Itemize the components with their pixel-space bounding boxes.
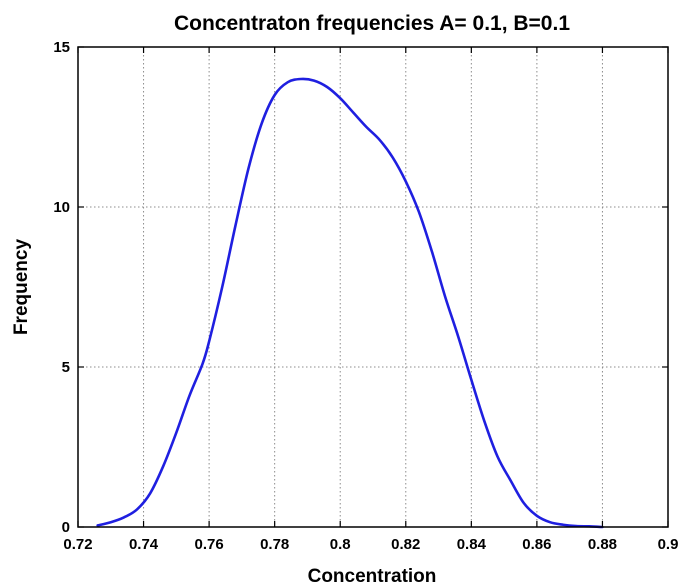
- x-tick-labels: 0.72 0.74 0.76 0.78 0.8 0.82 0.84 0.86 0.88 0.9: [63, 536, 678, 553]
- y-tick-label: 5: [62, 359, 70, 376]
- x-tick-label: 0.84: [457, 536, 487, 553]
- x-tick-label: 0.82: [391, 536, 420, 553]
- x-tick-label: 0.78: [260, 536, 289, 553]
- series-layer: [96, 77, 604, 529]
- x-tick-label: 0.74: [129, 536, 159, 553]
- x-tick-label: 0.9: [658, 536, 679, 553]
- series-line: [96, 77, 604, 529]
- plot-area: [77, 46, 669, 529]
- x-axis-label: Concentration: [308, 566, 437, 587]
- plot-frame: [77, 46, 669, 528]
- x-tick-label: 0.76: [195, 536, 224, 553]
- y-tick-label: 15: [53, 39, 70, 56]
- y-tick-labels: 0 5 10 15: [53, 39, 70, 536]
- plot-background: [78, 47, 668, 527]
- x-tick-label: 0.86: [522, 536, 551, 553]
- x-tick-label: 0.8: [330, 536, 351, 553]
- y-tick-label: 10: [53, 199, 70, 216]
- chart-title: Concentraton frequencies A= 0.1, B=0.1: [174, 12, 570, 35]
- axis-ticks: [77, 46, 669, 528]
- x-tick-label: 0.88: [588, 536, 617, 553]
- y-tick-label: 0: [62, 519, 70, 536]
- grid: [78, 47, 668, 527]
- x-tick-label: 0.72: [63, 536, 92, 553]
- y-axis-label: Frequency: [11, 239, 32, 336]
